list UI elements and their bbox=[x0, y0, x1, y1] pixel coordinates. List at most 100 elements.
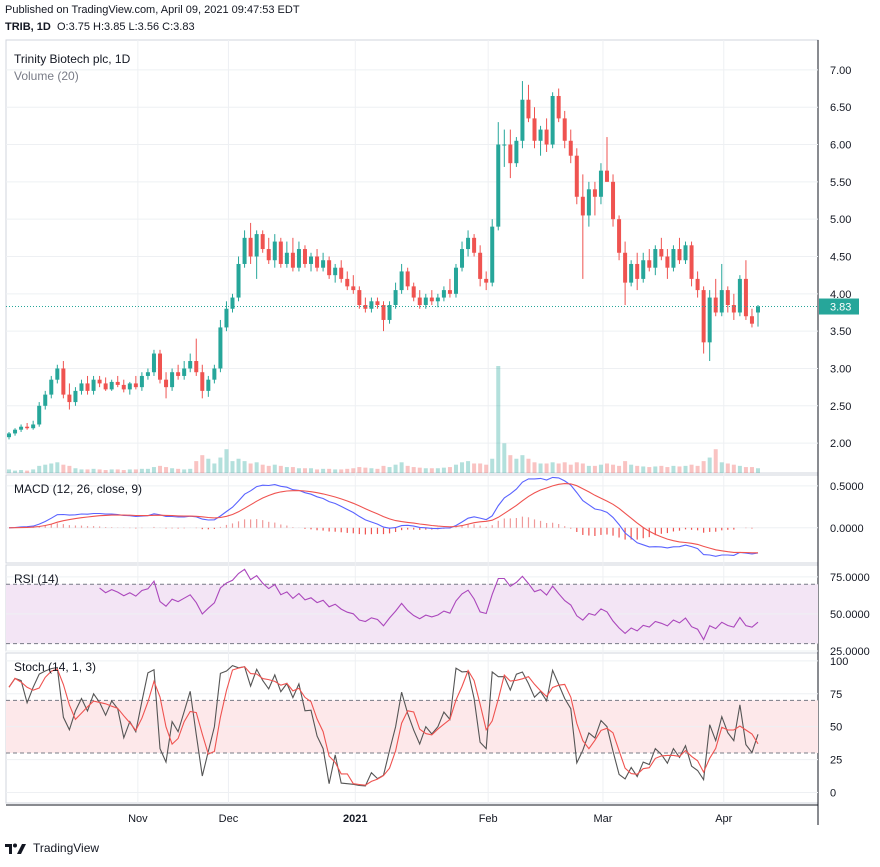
volume-bar bbox=[453, 464, 458, 473]
volume-bar bbox=[170, 468, 175, 473]
candle-body bbox=[641, 260, 646, 279]
volume-bar bbox=[496, 366, 501, 473]
volume-bar bbox=[393, 464, 398, 473]
volume-bar bbox=[345, 468, 350, 473]
candle-body bbox=[109, 381, 114, 390]
volume-bar bbox=[357, 467, 362, 473]
candle-body bbox=[43, 394, 48, 406]
y-tick-label: 75.0000 bbox=[830, 572, 870, 584]
candle-body bbox=[472, 237, 477, 253]
candle-body bbox=[170, 372, 175, 388]
volume-bar bbox=[115, 469, 120, 473]
candle-body bbox=[375, 301, 380, 306]
volume-bar bbox=[103, 470, 108, 473]
y-tick-label: 75 bbox=[830, 689, 842, 701]
candle-body bbox=[393, 290, 398, 306]
volume-bar bbox=[659, 465, 664, 473]
volume-bar bbox=[647, 467, 652, 473]
volume-bar bbox=[508, 455, 513, 473]
rsi-line bbox=[99, 568, 759, 641]
candle-body bbox=[604, 170, 609, 182]
volume-bar bbox=[671, 465, 676, 473]
candle-body bbox=[478, 252, 483, 279]
volume-bar bbox=[55, 462, 60, 473]
volume-bar bbox=[290, 467, 295, 473]
volume-bar bbox=[447, 467, 452, 473]
y-tick-label: 2.50 bbox=[830, 401, 851, 413]
candle-body bbox=[586, 189, 591, 216]
x-tick-label: Dec bbox=[219, 813, 239, 825]
candle-body bbox=[13, 429, 18, 434]
volume-bar bbox=[218, 457, 223, 473]
candle-body bbox=[429, 297, 434, 302]
candle-body bbox=[236, 263, 241, 298]
volume-bar bbox=[375, 468, 380, 473]
volume-bar bbox=[206, 458, 211, 473]
volume-bar bbox=[725, 463, 730, 473]
candle-body bbox=[369, 301, 374, 309]
stoch-d-line bbox=[8, 666, 759, 786]
candle-body bbox=[145, 372, 150, 376]
volume-bar bbox=[73, 468, 78, 473]
candle-body bbox=[556, 95, 561, 119]
candle-body bbox=[737, 278, 742, 313]
volume-bar bbox=[284, 467, 289, 473]
candle-body bbox=[441, 290, 446, 298]
candle-body bbox=[194, 361, 199, 373]
candle-body bbox=[749, 316, 754, 324]
candle-body bbox=[85, 383, 90, 391]
y-tick-label: 5.50 bbox=[830, 177, 851, 189]
candle-body bbox=[580, 196, 585, 216]
candle-body bbox=[629, 263, 634, 283]
candle-body bbox=[339, 267, 344, 279]
volume-bar bbox=[145, 468, 150, 473]
candle-body bbox=[568, 140, 573, 156]
volume-bar bbox=[713, 449, 718, 473]
y-tick-label: 25.0000 bbox=[830, 646, 870, 658]
volume-bar bbox=[490, 458, 495, 473]
candle-body bbox=[623, 252, 628, 283]
candle-body bbox=[417, 297, 422, 306]
volume-bar bbox=[333, 469, 338, 473]
volume-bar bbox=[532, 462, 537, 473]
candle-body bbox=[363, 305, 368, 309]
candle-body bbox=[61, 368, 66, 395]
candle-body bbox=[115, 381, 120, 385]
volume-bar bbox=[460, 462, 465, 473]
candle-body bbox=[345, 278, 350, 287]
volume-bar bbox=[731, 464, 736, 473]
volume-bar bbox=[351, 468, 356, 473]
volume-bar bbox=[580, 463, 585, 473]
candle-body bbox=[508, 144, 513, 164]
volume-bar bbox=[502, 443, 507, 473]
candle-body bbox=[357, 290, 362, 306]
volume-bar bbox=[91, 468, 96, 473]
candle-body bbox=[218, 327, 223, 369]
x-tick-label: Apr bbox=[715, 813, 732, 825]
y-tick-label: 3.00 bbox=[830, 363, 851, 375]
volume-bar bbox=[31, 469, 36, 473]
volume-bar bbox=[562, 462, 567, 473]
last-price-label: 3.83 bbox=[830, 302, 851, 314]
candle-body bbox=[466, 237, 471, 250]
tradingview-logo[interactable]: TradingView bbox=[5, 841, 99, 855]
candle-body bbox=[447, 290, 452, 294]
volume-bar bbox=[399, 462, 404, 473]
volume-bar bbox=[665, 467, 670, 473]
candle-body bbox=[351, 286, 356, 291]
volume-bar bbox=[139, 468, 144, 473]
candle-body bbox=[158, 353, 163, 380]
volume-bar bbox=[556, 463, 561, 473]
candle-body bbox=[127, 383, 132, 390]
volume-bar bbox=[387, 467, 392, 473]
volume-bar bbox=[417, 467, 422, 473]
volume-bar bbox=[526, 458, 531, 473]
volume-bar bbox=[743, 467, 748, 473]
volume-bar bbox=[85, 469, 90, 473]
candle-body bbox=[405, 271, 410, 287]
volume-bar bbox=[327, 468, 332, 473]
candle-body bbox=[315, 256, 320, 268]
volume-bar bbox=[405, 465, 410, 473]
y-tick-label: 5.00 bbox=[830, 214, 851, 226]
chart-canvas[interactable]: Nov Dec 2021 Feb Mar Apr 7.00 6.50 6.00 5.50 5.00 4… bbox=[0, 0, 880, 835]
